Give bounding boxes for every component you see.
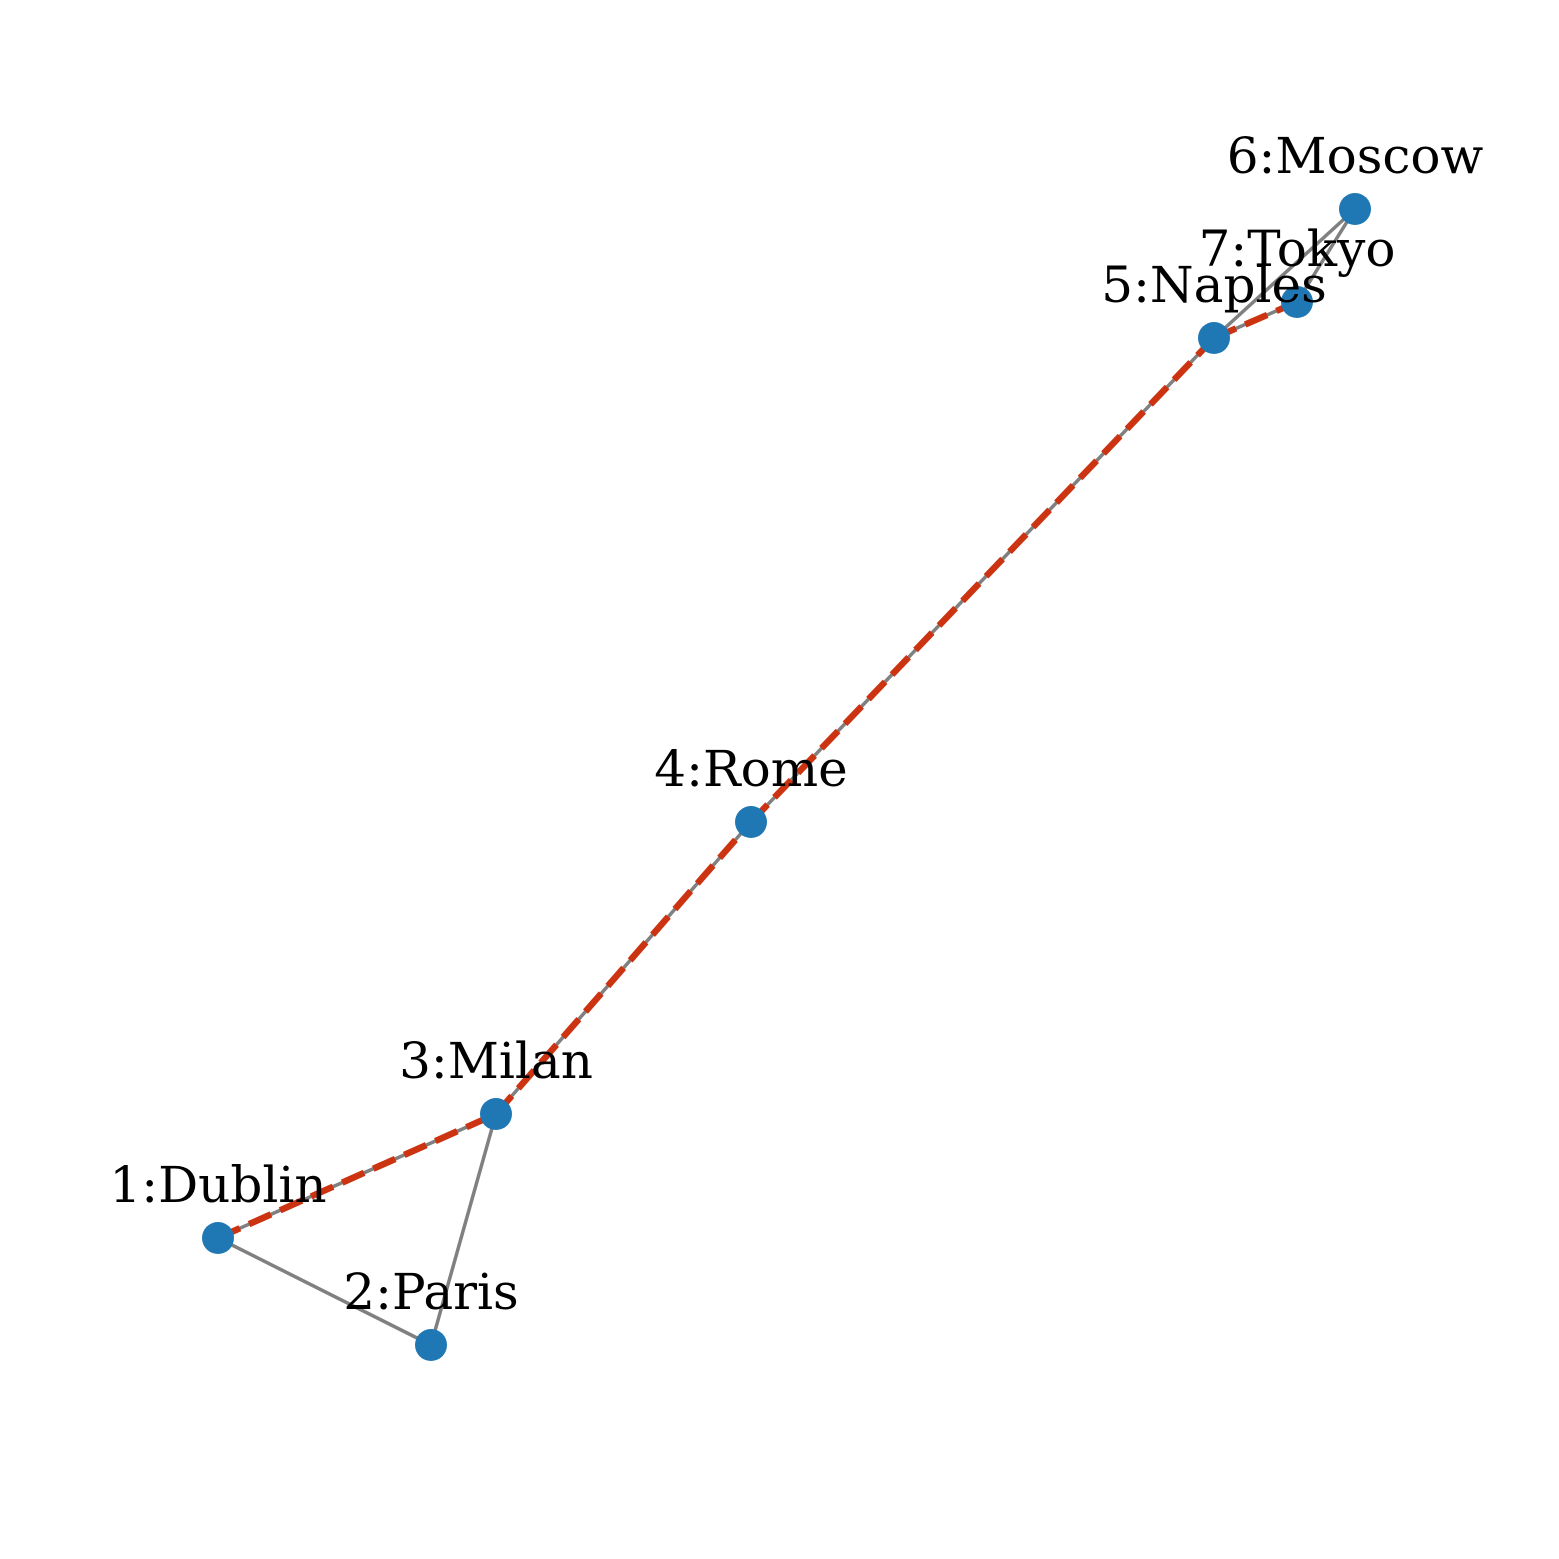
label-layer: 1:Dublin 2:Paris 3:Milan 4:Rome 5:Naples 6:Mo… bbox=[109, 127, 1483, 1321]
path-segment-4-5 bbox=[748, 335, 1217, 825]
node-4 bbox=[735, 806, 767, 838]
node-label-2: 2:Paris bbox=[343, 1263, 518, 1321]
node-7 bbox=[1281, 286, 1313, 318]
node-layer bbox=[202, 193, 1371, 1361]
node-label-1: 1:Dublin bbox=[109, 1156, 326, 1214]
node-3 bbox=[480, 1098, 512, 1130]
edge-1-2 bbox=[217, 1236, 432, 1347]
node-label-4: 4:Rome bbox=[654, 740, 847, 798]
node-2 bbox=[415, 1329, 447, 1361]
node-label-5: 5:Naples bbox=[1101, 256, 1326, 314]
edge-2-3 bbox=[429, 1113, 498, 1346]
node-1 bbox=[202, 1222, 234, 1254]
path-segment-3-4 bbox=[493, 819, 754, 1117]
node-5 bbox=[1198, 322, 1230, 354]
node-label-3: 3:Milan bbox=[399, 1032, 593, 1090]
edge-5-6 bbox=[1212, 207, 1357, 340]
path-segment-1-3 bbox=[216, 1111, 498, 1241]
node-label-7: 7:Tokyo bbox=[1199, 220, 1396, 278]
node-label-6: 6:Moscow bbox=[1227, 127, 1484, 185]
node-6 bbox=[1339, 193, 1371, 225]
edge-6-7 bbox=[1295, 208, 1357, 303]
